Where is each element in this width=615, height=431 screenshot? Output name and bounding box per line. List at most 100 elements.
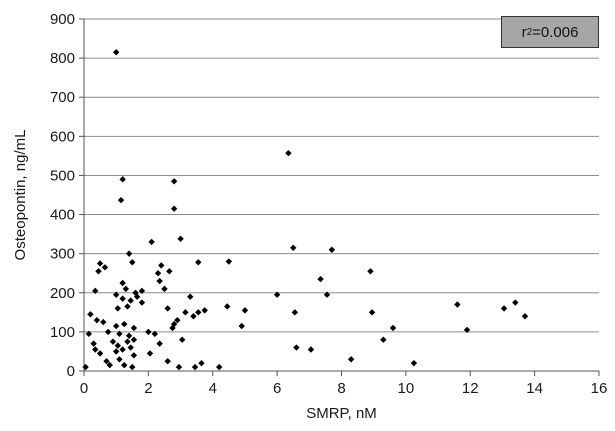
- data-point: [114, 342, 121, 349]
- x-tick-label: 8: [337, 380, 345, 397]
- x-tick-label: 6: [273, 380, 281, 397]
- data-point: [158, 262, 165, 269]
- data-point: [119, 295, 126, 302]
- data-point: [307, 346, 315, 353]
- data-point: [156, 277, 163, 285]
- gridlines: [84, 18, 599, 333]
- data-point: [238, 322, 245, 330]
- data-point: [148, 238, 155, 246]
- data-point: [124, 338, 131, 345]
- data-point: [164, 305, 171, 312]
- data-point: [154, 270, 162, 277]
- data-point: [290, 244, 297, 251]
- data-point: [92, 287, 99, 295]
- data-point: [195, 309, 202, 316]
- data-point: [124, 303, 131, 310]
- data-point: [224, 303, 231, 310]
- data-point: [119, 346, 126, 353]
- data-point: [389, 324, 397, 332]
- data-point: [161, 285, 168, 293]
- data-point: [215, 363, 223, 371]
- data-point: [317, 275, 324, 283]
- data-point: [328, 246, 336, 253]
- x-tick-label: 2: [144, 380, 152, 397]
- data-point: [138, 287, 146, 295]
- data-point: [174, 316, 181, 324]
- data-point: [109, 338, 117, 345]
- data-point: [90, 340, 97, 347]
- data-point: [133, 293, 141, 300]
- x-tick-labels: 0 2 4 6 8 10 12 14 16: [80, 380, 608, 397]
- y-tick-label: 900: [50, 11, 75, 28]
- data-point: [170, 178, 178, 185]
- data-point: [112, 49, 120, 56]
- r-squared-annotation: r 2 =0.006: [501, 16, 599, 48]
- data-point: [177, 235, 184, 243]
- x-tick-label: 12: [462, 380, 479, 397]
- data-point: [191, 363, 199, 371]
- data-point: [96, 260, 104, 267]
- data-point: [100, 318, 107, 326]
- x-tick-label: 4: [209, 380, 217, 397]
- y-tick-label: 300: [50, 246, 75, 263]
- data-point: [95, 268, 102, 275]
- data-point: [127, 344, 134, 351]
- data-point: [285, 149, 292, 157]
- data-point: [114, 305, 121, 312]
- y-tick-label: 200: [50, 285, 75, 302]
- data-point: [138, 299, 146, 306]
- data-point: [85, 330, 93, 338]
- y-axis-title: Osteopontin, ng/mL: [12, 130, 29, 261]
- data-point: [130, 352, 138, 359]
- data-point: [512, 299, 519, 306]
- x-tick-label: 10: [398, 380, 415, 397]
- data-point: [241, 307, 249, 314]
- data-points: [82, 49, 529, 371]
- data-point: [201, 307, 208, 314]
- x-tick-label: 14: [526, 380, 543, 397]
- data-point: [463, 326, 471, 334]
- data-point: [96, 350, 104, 357]
- data-point: [101, 264, 109, 271]
- data-point: [195, 259, 202, 266]
- data-point: [175, 363, 183, 371]
- x-tick-label: 16: [591, 380, 608, 397]
- data-point: [170, 205, 178, 212]
- data-point: [112, 291, 120, 298]
- y-tick-label: 500: [50, 167, 75, 184]
- x-tick-label: 0: [80, 380, 88, 397]
- data-point: [145, 328, 152, 336]
- y-tick-label: 100: [50, 324, 75, 341]
- y-tick-label: 400: [50, 207, 75, 224]
- data-point: [410, 359, 418, 367]
- data-point: [380, 336, 387, 343]
- y-tick-label: 600: [50, 128, 75, 145]
- data-point: [121, 320, 128, 328]
- y-tick-label: 0: [67, 363, 75, 380]
- data-point: [132, 289, 139, 296]
- data-point: [129, 259, 136, 266]
- data-point: [119, 176, 126, 183]
- data-point: [187, 293, 194, 300]
- y-tick-label: 800: [50, 50, 75, 67]
- x-axis-title: SMRP, nM: [306, 405, 377, 422]
- data-point: [130, 324, 138, 332]
- data-point: [347, 356, 355, 363]
- data-point: [273, 291, 281, 298]
- data-point: [92, 346, 99, 353]
- data-point: [104, 328, 112, 336]
- y-tick-labels: 0 100 200 300 400 500 600 700 800 900: [50, 11, 75, 380]
- axes: [79, 18, 600, 376]
- data-point: [178, 336, 186, 343]
- data-point: [127, 297, 134, 304]
- data-point: [190, 313, 197, 320]
- data-point: [323, 291, 331, 298]
- data-point: [82, 363, 89, 371]
- data-point: [125, 250, 133, 257]
- data-point: [151, 330, 159, 338]
- data-point: [122, 285, 130, 293]
- data-point: [156, 340, 163, 347]
- data-point: [87, 311, 94, 318]
- data-point: [367, 268, 374, 275]
